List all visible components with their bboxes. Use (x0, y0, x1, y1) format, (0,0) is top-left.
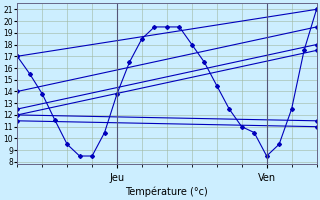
X-axis label: Température (°c): Température (°c) (125, 186, 208, 197)
